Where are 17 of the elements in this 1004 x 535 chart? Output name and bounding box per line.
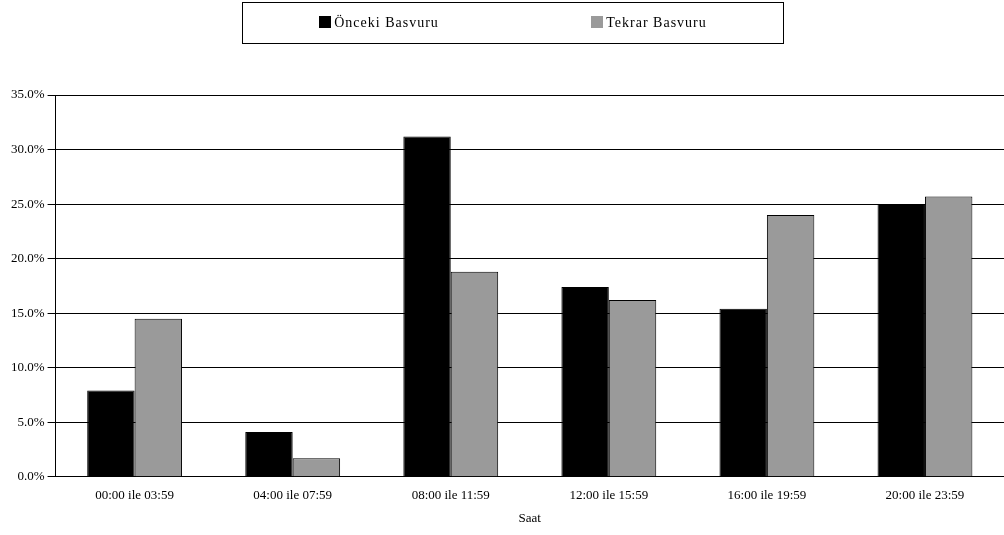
legend-label: Önceki Basvuru bbox=[333, 15, 439, 31]
x-tick-label: 08:00 ile 11:59 bbox=[411, 487, 490, 503]
y-tick-label: 30.0% bbox=[10, 140, 45, 156]
x-axis-title: Saat bbox=[518, 509, 542, 525]
y-tick-label: 10.0% bbox=[10, 359, 45, 375]
y-tick-label: 25.0% bbox=[10, 195, 45, 211]
x-tick-label: 20:00 ile 23:59 bbox=[885, 487, 965, 503]
x-tick-label: 00:00 ile 03:59 bbox=[95, 487, 174, 503]
y-tick-label: 20.0% bbox=[10, 250, 45, 266]
x-tick-label: 16:00 ile 19:59 bbox=[727, 487, 807, 503]
y-tick-label: 0.0% bbox=[17, 468, 45, 484]
y-tick-label: 15.0% bbox=[10, 304, 45, 320]
y-tick-label: 5.0% bbox=[17, 413, 45, 429]
y-tick-label: 35.0% bbox=[10, 86, 45, 102]
legend-label: Tekrar Basvuru bbox=[605, 15, 707, 31]
x-tick-label: 12:00 ile 15:59 bbox=[569, 487, 649, 503]
x-tick-label: 04:00 ile 07:59 bbox=[253, 487, 333, 503]
